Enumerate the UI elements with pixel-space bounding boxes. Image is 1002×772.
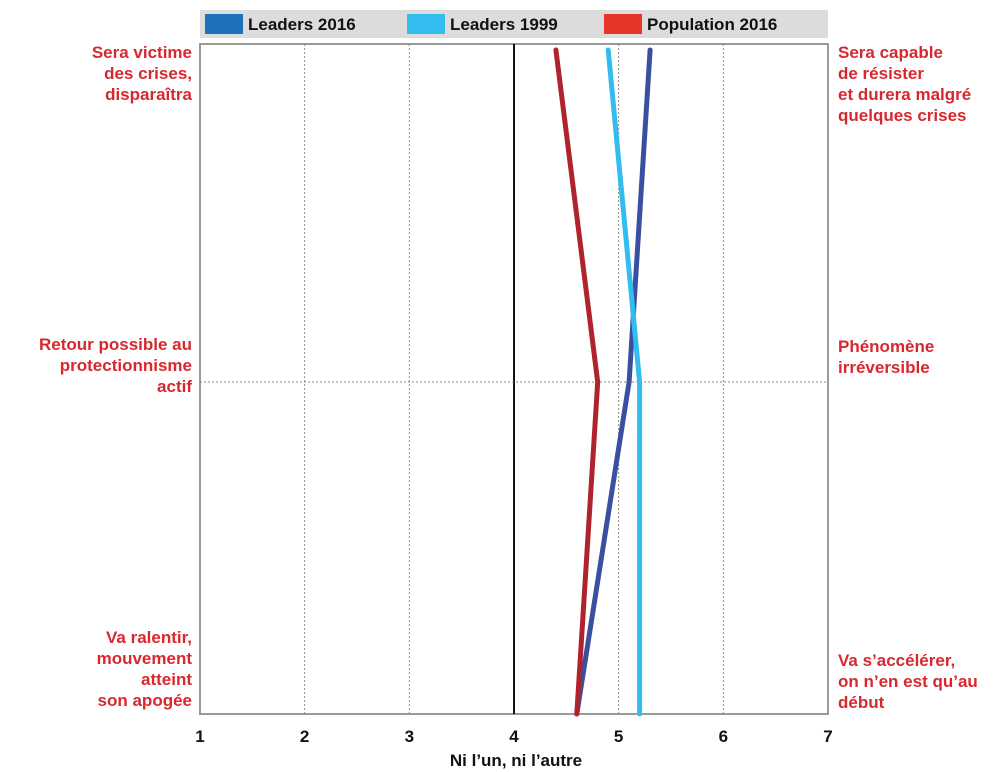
row-label-right: on n’en est qu’au <box>838 672 978 691</box>
row-labels: Sera victime des crises, disparaîtra Sera c… <box>39 43 978 712</box>
row-label-right: quelques crises <box>838 106 967 125</box>
legend: Leaders 2016 Leaders 1999 Population 201… <box>200 10 828 38</box>
legend-swatch-leaders-2016 <box>205 14 243 34</box>
row-label-left: mouvement <box>97 649 193 668</box>
legend-background <box>200 10 828 38</box>
row-label-left: atteint <box>141 670 192 689</box>
legend-label-leaders-1999: Leaders 1999 <box>450 15 558 34</box>
x-tick-label: 3 <box>405 727 414 746</box>
x-tick-label: 7 <box>823 727 832 746</box>
row-label-left: Va ralentir, <box>106 628 192 647</box>
row-label-left: des crises, <box>104 64 192 83</box>
row-label-left: son apogée <box>98 691 192 710</box>
row-label-left: Retour possible au <box>39 335 192 354</box>
x-tick-label: 6 <box>719 727 728 746</box>
row-label-right: Sera capable <box>838 43 943 62</box>
grid <box>200 44 828 714</box>
row-label-right: et durera malgré <box>838 85 971 104</box>
series-line-population-2016 <box>553 47 601 717</box>
series-line-leaders-2016 <box>574 47 653 717</box>
row-label-right: début <box>838 693 885 712</box>
x-tick-label: 5 <box>614 727 623 746</box>
x-axis-ticks: 1 2 3 4 5 6 7 <box>195 727 832 746</box>
row-label-left: actif <box>157 377 192 396</box>
series-lines <box>553 47 653 717</box>
legend-label-leaders-2016: Leaders 2016 <box>248 15 356 34</box>
legend-label-population-2016: Population 2016 <box>647 15 777 34</box>
legend-swatch-population-2016 <box>604 14 642 34</box>
x-axis-label: Ni l’un, ni l’autre <box>450 751 582 770</box>
row-label-right: Phénomène <box>838 337 934 356</box>
row-label-right: de résister <box>838 64 924 83</box>
x-tick-label: 1 <box>195 727 204 746</box>
row-label-right: irréversible <box>838 358 930 377</box>
series-line-leaders-1999 <box>605 47 643 717</box>
legend-swatch-leaders-1999 <box>407 14 445 34</box>
x-tick-label: 4 <box>509 727 519 746</box>
row-label-left: Sera victime <box>92 43 192 62</box>
row-label-left: protectionnisme <box>60 356 192 375</box>
row-label-left: disparaîtra <box>105 85 192 104</box>
x-tick-label: 2 <box>300 727 309 746</box>
row-label-right: Va s’accélérer, <box>838 651 955 670</box>
